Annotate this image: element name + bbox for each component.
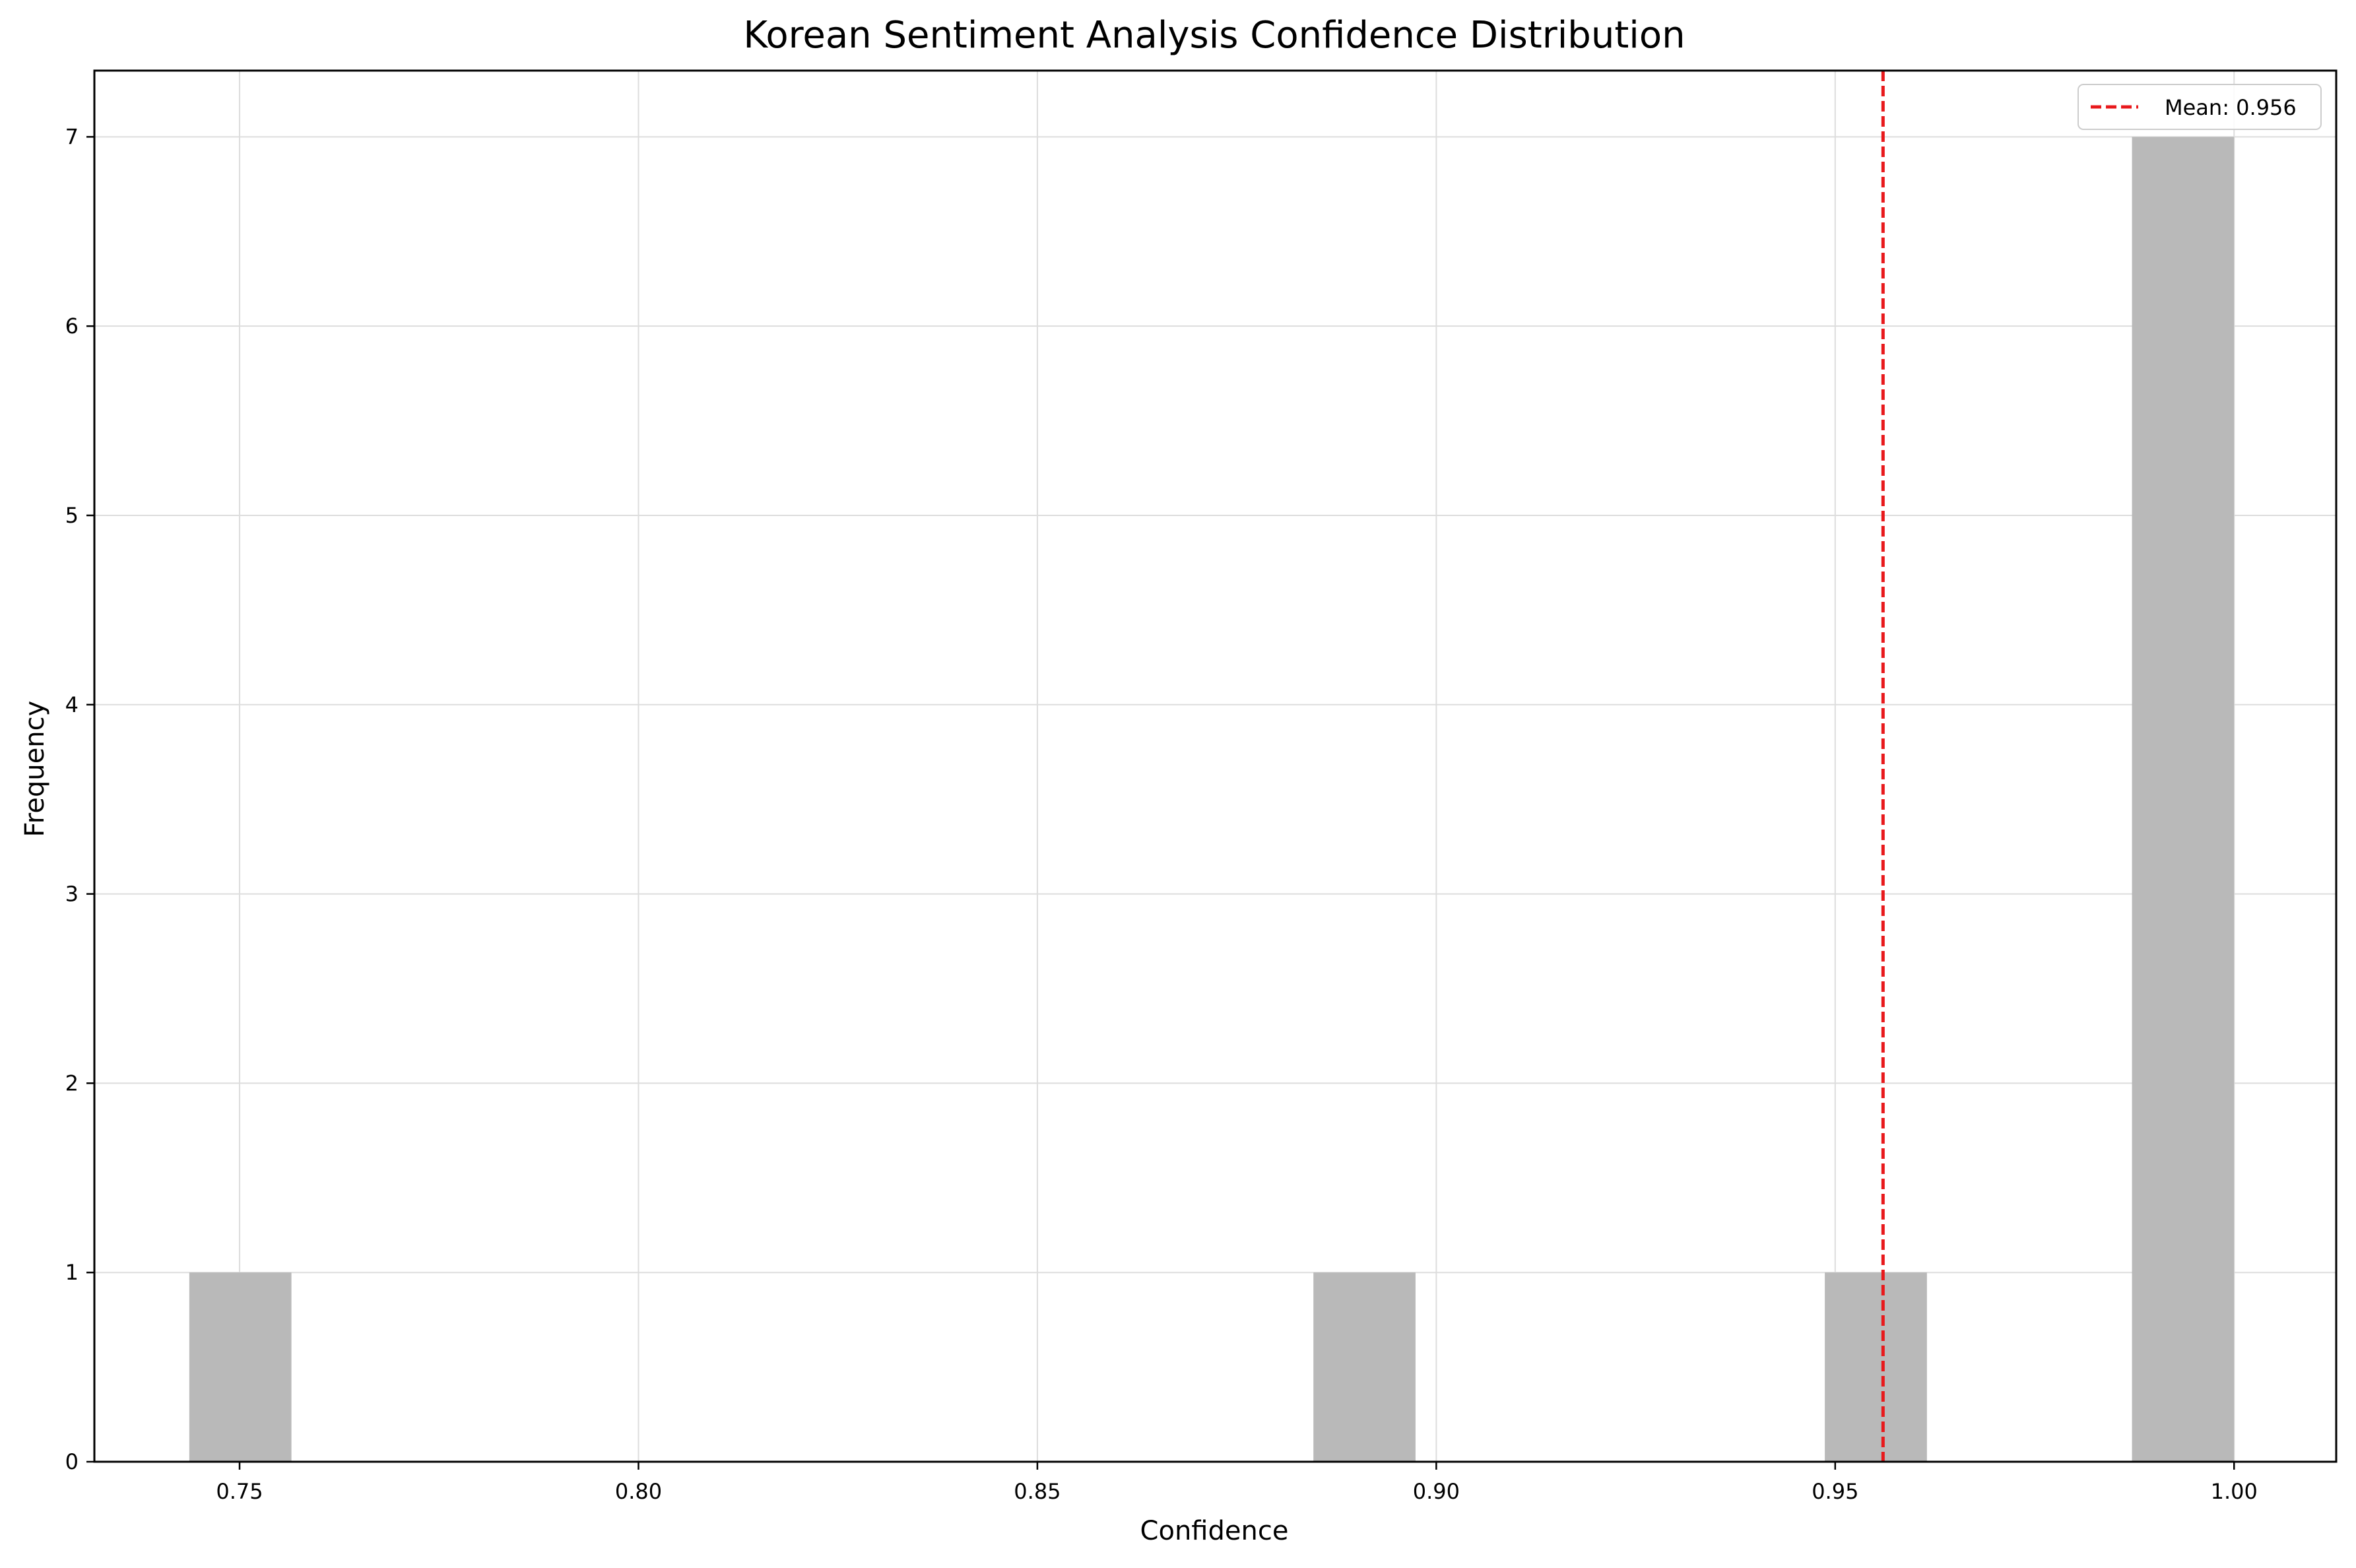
y-axis-label: Frequency <box>20 701 50 837</box>
legend-mean-label: Mean: 0.956 <box>2165 95 2297 120</box>
histogram-bar <box>2132 137 2235 1462</box>
legend-box <box>2078 84 2322 130</box>
x-tick-label: 0.85 <box>1014 1479 1061 1504</box>
x-tick-label: 0.90 <box>1413 1479 1460 1504</box>
x-axis-label: Confidence <box>1140 1516 1289 1546</box>
tick-layer: 0.75 0.80 0.85 0.90 0.95 1.00 0 1 2 3 4 5 6 7 <box>65 124 2258 1504</box>
histogram-bar <box>1825 1272 1927 1462</box>
y-tick-label: 1 <box>65 1260 79 1285</box>
y-tick-label: 5 <box>65 503 79 528</box>
histogram-bar <box>189 1272 292 1462</box>
y-tick-label: 4 <box>65 692 79 717</box>
y-tick-label: 2 <box>65 1070 79 1095</box>
y-tick-label: 7 <box>65 124 79 149</box>
x-tick-label: 0.95 <box>1812 1479 1858 1504</box>
y-tick-label: 3 <box>65 882 79 907</box>
x-tick-label: 1.00 <box>2211 1479 2258 1504</box>
plot-frame <box>93 69 2338 1463</box>
y-tick-label: 0 <box>65 1449 79 1474</box>
chart-title: Korean Sentiment Analysis Confidence Dis… <box>743 14 1685 57</box>
histogram-bar <box>1313 1272 1416 1462</box>
y-tick-label: 6 <box>65 313 79 339</box>
x-tick-label: 0.75 <box>216 1479 263 1504</box>
x-tick-label: 0.80 <box>615 1479 662 1504</box>
bar-layer <box>189 137 2235 1462</box>
legend: Mean: 0.956 <box>2078 84 2322 130</box>
